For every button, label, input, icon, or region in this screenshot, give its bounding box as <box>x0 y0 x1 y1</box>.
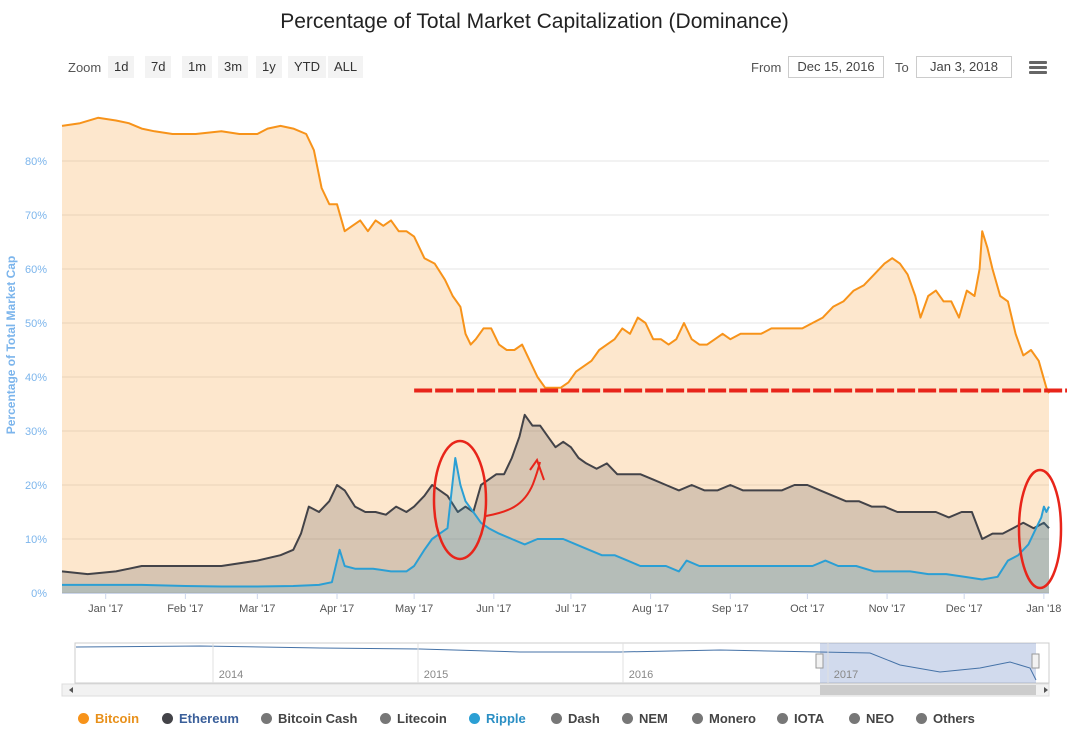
to-date-input[interactable]: Jan 3, 2018 <box>916 56 1012 78</box>
legend-dot-icon <box>777 713 788 724</box>
zoom-all-button[interactable]: ALL <box>328 56 364 78</box>
y-tick-label: 30% <box>25 426 47 438</box>
legend-item-neo[interactable]: NEO <box>849 711 894 726</box>
ripple-rise-circle <box>1017 468 1063 590</box>
navigator-tick-label: 2015 <box>424 669 448 681</box>
zoom-1m-button[interactable]: 1m <box>182 56 213 78</box>
legend-label: Bitcoin <box>95 711 140 726</box>
x-tick-label: Oct '17 <box>790 603 825 615</box>
legend-item-bitcoin-cash[interactable]: Bitcoin Cash <box>261 711 357 726</box>
legend-item-iota[interactable]: IOTA <box>777 711 824 726</box>
navigator-tick-label: 2017 <box>834 669 858 681</box>
x-tick-label: Jun '17 <box>476 603 511 615</box>
zoom-label: Zoom <box>68 60 102 75</box>
y-tick-label: 60% <box>25 264 47 276</box>
legend-label: NEM <box>639 711 668 726</box>
y-axis-ticks: 0% 10% 20% 30% 40% 50% 60% 70% 80% <box>25 156 47 600</box>
x-tick-label: Aug '17 <box>632 603 669 615</box>
legend-item-bitcoin[interactable]: Bitcoin <box>78 711 139 726</box>
legend-label: NEO <box>866 711 895 726</box>
y-tick-label: 20% <box>25 480 47 492</box>
x-tick-label: Apr '17 <box>320 603 355 615</box>
navigator-left-handle[interactable] <box>815 653 824 669</box>
ethereum-area <box>62 414 1049 593</box>
legend-label: Bitcoin Cash <box>278 711 358 726</box>
legend-dot-icon <box>162 713 173 724</box>
navigator-selection[interactable] <box>820 643 1036 683</box>
x-tick-label: Nov '17 <box>869 603 906 615</box>
navigator-tick-label: 2014 <box>219 669 243 681</box>
legend-label: Ethereum <box>179 711 239 726</box>
bitcoin-line <box>61 116 1050 394</box>
legend-label: IOTA <box>794 711 825 726</box>
y-axis-label: Percentage of Total Market Cap <box>4 256 18 435</box>
x-tick-label: Dec '17 <box>946 603 983 615</box>
navigator-frame <box>74 642 1050 684</box>
navigator-right-handle[interactable] <box>1031 653 1040 669</box>
x-tick-label: May '17 <box>395 603 433 615</box>
scroll-left-icon[interactable] <box>69 687 73 693</box>
legend-label: Others <box>933 711 975 726</box>
series-areas <box>61 116 1050 594</box>
legend-item-litecoin[interactable]: Litecoin <box>380 711 447 726</box>
y-tick-label: 80% <box>25 156 47 168</box>
legend-item-dash[interactable]: Dash <box>551 711 600 726</box>
x-tick-label: Mar '17 <box>239 603 275 615</box>
ethereum-line <box>61 413 1050 576</box>
zoom-3m-button[interactable]: 3m <box>218 56 249 78</box>
scrollbar-thumb[interactable] <box>820 685 1036 695</box>
navigator-tick-label: 2016 <box>629 669 653 681</box>
scrollbar-track[interactable] <box>61 683 1050 697</box>
legend-label: Litecoin <box>397 711 447 726</box>
legend-label: Dash <box>568 711 600 726</box>
arrow-curve <box>485 461 541 517</box>
x-tick-label: Sep '17 <box>712 603 749 615</box>
x-tick-label: Jan '18 <box>1026 603 1061 615</box>
zoom-7d-button[interactable]: 7d <box>145 56 172 78</box>
y-tick-label: 50% <box>25 318 47 330</box>
x-tick-label: Feb '17 <box>167 603 203 615</box>
arrow-head <box>529 457 545 481</box>
y-tick-label: 0% <box>31 588 47 600</box>
zoom-1y-button[interactable]: 1y <box>256 56 282 78</box>
bitcoin-area <box>62 117 1049 594</box>
legend-dot-icon <box>469 713 480 724</box>
legend-dot-icon <box>380 713 391 724</box>
ripple-area <box>62 458 1049 593</box>
legend-label: Ripple <box>486 711 526 726</box>
y-tick-label: 10% <box>25 534 47 546</box>
legend-dot-icon <box>692 713 703 724</box>
legend-item-others[interactable]: Others <box>916 711 975 726</box>
from-label: From <box>751 60 782 75</box>
legend-dot-icon <box>916 713 927 724</box>
menu-icon[interactable] <box>1029 61 1047 75</box>
legend-label: Monero <box>709 711 756 726</box>
to-label: To <box>895 60 909 75</box>
zoom-ytd-button[interactable]: YTD <box>288 56 326 78</box>
legend-dot-icon <box>849 713 860 724</box>
legend-item-monero[interactable]: Monero <box>692 711 756 726</box>
annotations <box>414 388 1067 590</box>
legend-item-ethereum[interactable]: Ethereum <box>162 711 239 726</box>
zoom-1d-button[interactable]: 1d <box>108 56 135 78</box>
ripple-line <box>62 457 1050 588</box>
legend-dot-icon <box>622 713 633 724</box>
legend-dot-icon <box>551 713 562 724</box>
legend-item-ripple[interactable]: Ripple <box>469 711 526 726</box>
from-date-input[interactable]: Dec 15, 2016 <box>788 56 884 78</box>
y-tick-label: 40% <box>25 372 47 384</box>
x-axis-ticks: Jan '17 Feb '17 Mar '17 Apr '17 May '17 Jun '… <box>62 593 1061 615</box>
x-tick-label: Jan '17 <box>88 603 123 615</box>
navigator: 2014 2015 2016 2017 <box>61 642 1050 697</box>
x-tick-label: Jul '17 <box>555 603 586 615</box>
legend-item-nem[interactable]: NEM <box>622 711 668 726</box>
legend-dot-icon <box>261 713 272 724</box>
navigator-series-line <box>75 645 1037 681</box>
chart-title: Percentage of Total Market Capitalizatio… <box>280 10 789 33</box>
y-tick-label: 70% <box>25 210 47 222</box>
ripple-spike-circle <box>432 439 488 561</box>
scroll-right-icon[interactable] <box>1044 687 1048 693</box>
legend-dot-icon <box>78 713 89 724</box>
